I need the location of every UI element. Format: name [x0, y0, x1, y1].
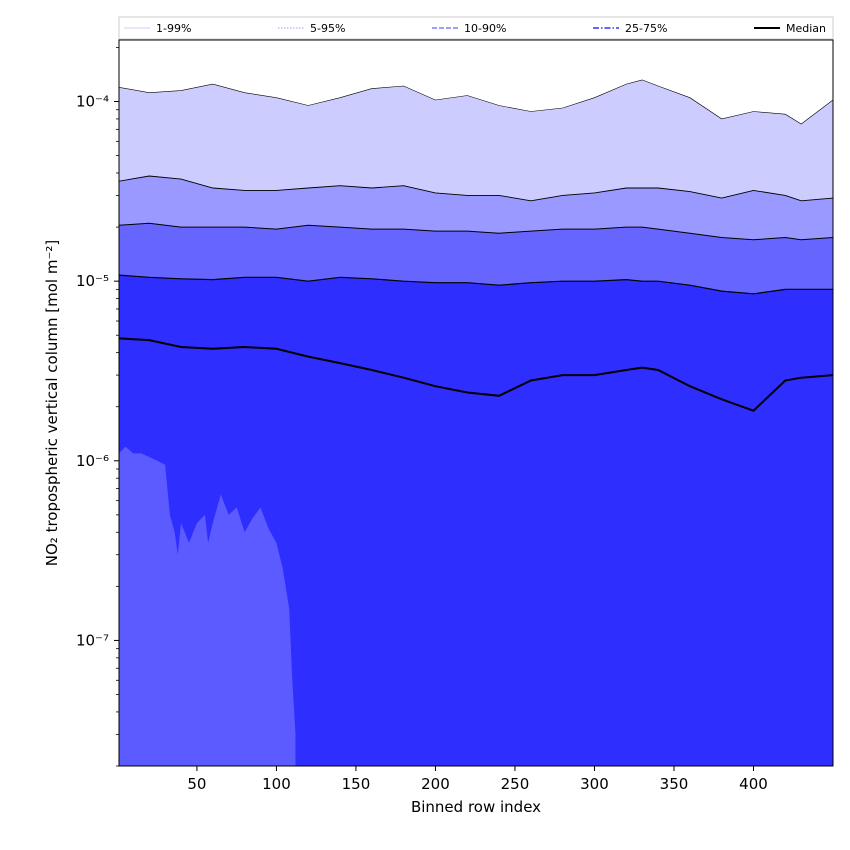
- y-axis: 10⁻⁷ 10⁻⁶ 10⁻⁵ 10⁻⁴: [76, 47, 119, 767]
- legend: 1-99% 5-95% 10-90% 25-75% Median: [118, 16, 834, 40]
- line-median: [119, 337, 833, 412]
- x-tick-label: 300: [580, 775, 609, 793]
- y-tick-label: 10⁻⁶: [76, 452, 109, 470]
- band-25-75: [119, 275, 833, 766]
- plot-area: [119, 79, 833, 766]
- legend-entry: Median: [786, 22, 826, 35]
- legend-entry: 1-99%: [156, 22, 191, 35]
- x-tick-label: 100: [262, 775, 291, 793]
- line-1-99-upper: [119, 79, 833, 125]
- line-10-90-upper: [119, 222, 833, 241]
- legend-entry: 5-95%: [310, 22, 345, 35]
- y-tick-label: 10⁻⁴: [76, 93, 109, 111]
- line-25-75-upper: [119, 274, 833, 295]
- plot-frame: [118, 39, 834, 767]
- legend-entry: 10-90%: [464, 22, 506, 35]
- x-tick-label: 350: [660, 775, 689, 793]
- x-tick-label: 200: [421, 775, 450, 793]
- band-lower-percentiles: [119, 446, 296, 766]
- y-tick-label: 10⁻⁵: [76, 272, 109, 290]
- x-tick-label: 250: [501, 775, 530, 793]
- legend-entry: 25-75%: [625, 22, 667, 35]
- y-tick-label: 10⁻⁷: [76, 631, 109, 649]
- y-axis-label: NO₂ tropospheric vertical column [mol m⁻…: [43, 240, 61, 566]
- x-tick-label: 400: [739, 775, 768, 793]
- legend-box: [118, 16, 834, 40]
- line-5-95-upper: [119, 175, 833, 202]
- x-axis: 50 100 150 200 250 300 350 400: [187, 766, 768, 793]
- x-tick-label: 150: [342, 775, 371, 793]
- x-axis-label: Binned row index: [411, 798, 541, 816]
- x-tick-label: 50: [187, 775, 206, 793]
